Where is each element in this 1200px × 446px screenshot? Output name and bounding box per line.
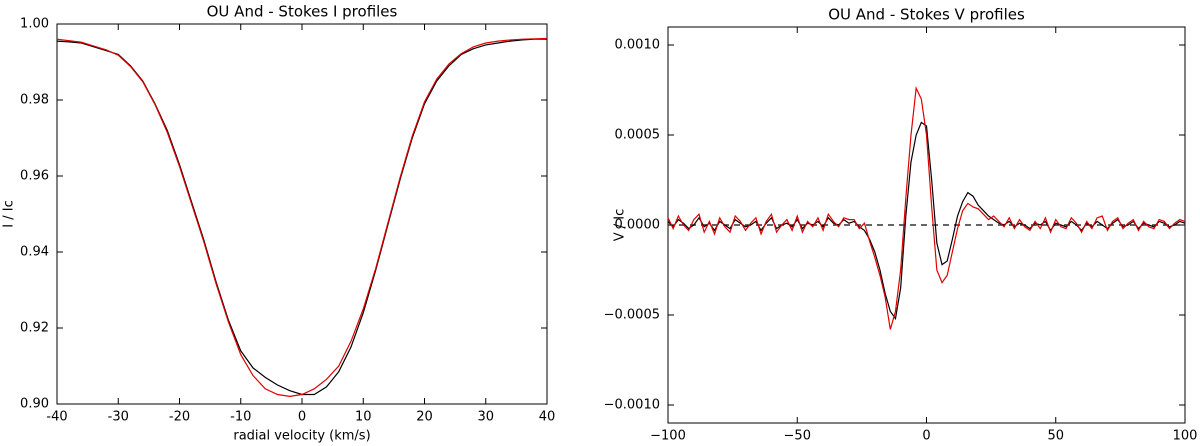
y-tick-label: 0.94 <box>20 245 49 260</box>
x-tick-label: 50 <box>1047 429 1064 444</box>
x-tick-label: 10 <box>355 410 372 425</box>
y-tick-label: 0.0010 <box>615 38 661 53</box>
y-tick-label: 0.92 <box>20 321 49 336</box>
series-line <box>56 38 547 396</box>
x-tick-label: -40 <box>46 410 67 425</box>
x-tick-label: 0 <box>922 429 930 444</box>
y-axis-label: V / Ic <box>613 209 628 242</box>
series-line <box>667 121 1186 321</box>
chart-title: OU And - Stokes I profiles <box>207 3 398 21</box>
x-tick-label: -20 <box>169 410 190 425</box>
x-tick-label: 0 <box>298 410 306 425</box>
chart-title: OU And - Stokes V profiles <box>828 6 1025 24</box>
x-tick-label: 20 <box>416 410 433 425</box>
x-tick-label: -30 <box>108 410 129 425</box>
x-tick-label: 40 <box>539 410 556 425</box>
x-tick-label: 30 <box>477 410 494 425</box>
y-tick-label: 0.0000 <box>615 218 661 233</box>
y-tick-label: 0.0005 <box>615 128 661 143</box>
y-tick-label: 0.90 <box>20 397 49 412</box>
x-tick-label: −50 <box>784 429 811 444</box>
y-tick-label: 0.98 <box>20 93 49 108</box>
y-tick-label: −0.0010 <box>604 398 660 413</box>
plot-frame <box>56 23 548 405</box>
x-tick-label: −100 <box>650 429 686 444</box>
y-tick-label: 0.96 <box>20 169 49 184</box>
x-tick-label: 100 <box>1173 429 1198 444</box>
series-line <box>667 86 1186 330</box>
y-axis-label: I / Ic <box>2 200 17 227</box>
y-tick-label: 1.00 <box>20 17 49 32</box>
series-line <box>56 37 548 398</box>
x-axis-label: radial velocity (km/s) <box>233 429 370 444</box>
y-tick-label: −0.0005 <box>604 308 660 323</box>
x-tick-label: -10 <box>230 410 251 425</box>
